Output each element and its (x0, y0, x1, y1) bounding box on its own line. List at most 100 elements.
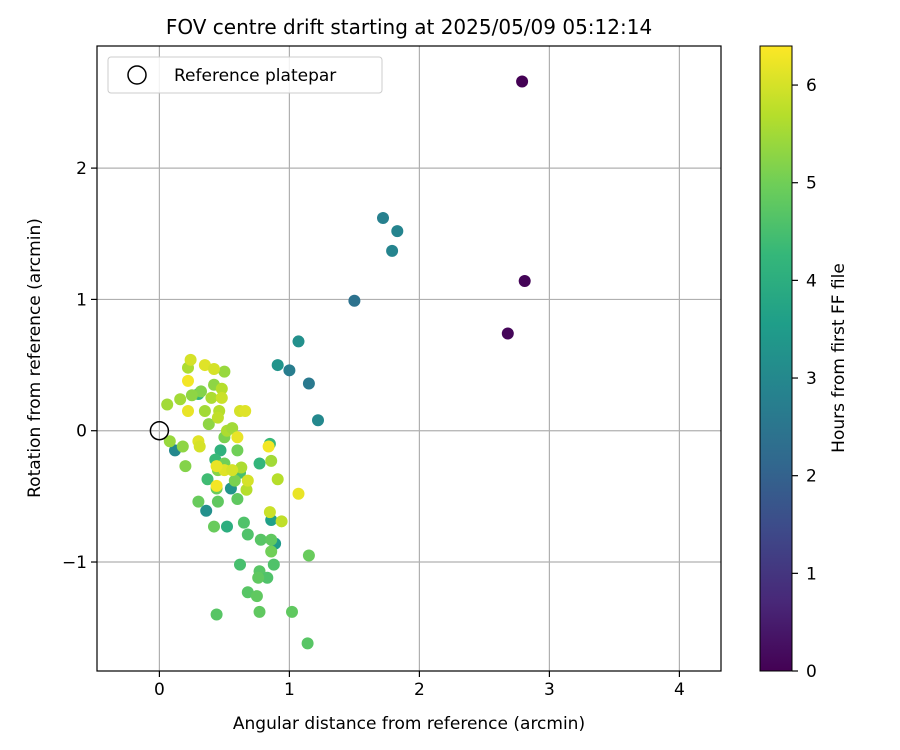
colorbar-ticks: 0 1 2 3 4 5 6 (792, 76, 817, 682)
scatter-point (231, 431, 244, 444)
y-tick-label: 2 (76, 159, 87, 179)
scatter-point (202, 418, 215, 431)
legend-box (107, 56, 383, 94)
legend: Reference platepar (107, 56, 383, 94)
colorbar-tick-label: 3 (806, 369, 817, 389)
x-axis-ticks: 0 1 2 3 4 (154, 671, 685, 700)
y-tick-label: −1 (62, 553, 87, 573)
scatter-point (208, 520, 220, 533)
scatter-point (231, 492, 244, 505)
colorbar-tick-label: 4 (806, 271, 817, 291)
scatter-point (391, 225, 404, 238)
scatter-point (163, 435, 176, 448)
scatter-point (501, 327, 514, 340)
x-tick-label: 2 (414, 680, 425, 700)
reference-platepar-marker (149, 420, 170, 441)
scatter-point (228, 474, 241, 487)
scatter-point (193, 440, 206, 453)
scatter-point (198, 405, 211, 418)
colorbar-label: Hours from first FF file (829, 263, 849, 453)
scatter-point (253, 457, 266, 470)
x-tick-label: 1 (284, 680, 295, 700)
legend-entry-label: Reference platepar (174, 66, 336, 86)
y-axis-ticks: −1 0 1 2 (62, 159, 97, 573)
colorbar-tick-label: 1 (806, 564, 817, 584)
scatter-point (182, 374, 194, 387)
scatter-point (218, 365, 231, 378)
scatter-point (241, 474, 254, 487)
scatter-point (377, 212, 389, 225)
scatter-point (265, 454, 278, 467)
colorbar-tick-label: 0 (806, 662, 817, 682)
scatter-point (237, 516, 250, 529)
scatter-point (174, 393, 187, 406)
scatter-point (262, 440, 275, 453)
scatter-point (286, 605, 298, 618)
scatter-point (161, 398, 174, 411)
scatter-point (215, 391, 228, 404)
scatter-point (271, 473, 284, 486)
scatter-point (518, 275, 531, 288)
scatter-point (201, 473, 214, 486)
scatter-point (271, 359, 284, 372)
scatter-point (192, 495, 205, 508)
scatter-point (386, 244, 399, 257)
scatter-point (263, 506, 276, 519)
chart-title: FOV centre drift starting at 2025/05/09 … (166, 15, 652, 39)
scatter-point (235, 461, 248, 474)
scatter-point (302, 549, 315, 562)
scatter-point (265, 545, 278, 558)
scatter-point (210, 479, 223, 492)
scatter-point (185, 389, 198, 402)
y-tick-label: 1 (76, 290, 87, 310)
scatter-point (205, 391, 218, 404)
scatter-point (215, 382, 228, 395)
grid-lines (97, 46, 721, 671)
scatter-point (250, 590, 263, 603)
scatter-point (182, 405, 194, 418)
scatter-point (241, 528, 254, 541)
x-tick-label: 4 (674, 680, 685, 700)
colorbar-tick-label: 2 (806, 467, 817, 487)
scatter-point (210, 608, 223, 621)
scatter-point (292, 335, 305, 348)
scatter-point (195, 385, 207, 398)
scatter-point (253, 605, 266, 618)
scatter-point (265, 533, 278, 546)
scatter-point (252, 571, 265, 584)
scatter-point (208, 363, 220, 376)
data-points (161, 75, 531, 650)
scatter-point (226, 464, 239, 477)
scatter-point (211, 495, 224, 508)
scatter-point (198, 359, 211, 372)
x-tick-label: 0 (154, 680, 165, 700)
colorbar-tick-label: 6 (806, 76, 817, 96)
scatter-point (239, 405, 252, 418)
scatter-point (302, 377, 315, 390)
scatter-point (275, 515, 288, 528)
scatter-point (179, 460, 192, 473)
scatter-point (301, 637, 314, 650)
scatter-point (312, 414, 324, 427)
scatter-point (292, 487, 305, 500)
scatter-point (283, 364, 296, 377)
scatter-point (240, 483, 253, 496)
scatter-point (176, 440, 189, 453)
x-tick-label: 3 (544, 680, 555, 700)
scatter-point (200, 504, 213, 517)
scatter-point (226, 422, 239, 435)
legend-open-circle-icon (127, 65, 147, 85)
colorbar (759, 45, 793, 672)
colorbar-tick-label: 5 (806, 174, 817, 194)
scatter-point (221, 520, 233, 533)
plot-frame (96, 45, 722, 672)
y-tick-label: 0 (76, 422, 87, 442)
scatter-point (210, 460, 223, 473)
scatter-point (231, 444, 244, 457)
reference-marker-group (149, 420, 170, 441)
scatter-point (267, 558, 280, 571)
scatter-point (241, 586, 254, 599)
scatter-point (214, 444, 227, 457)
scatter-point (184, 353, 197, 366)
